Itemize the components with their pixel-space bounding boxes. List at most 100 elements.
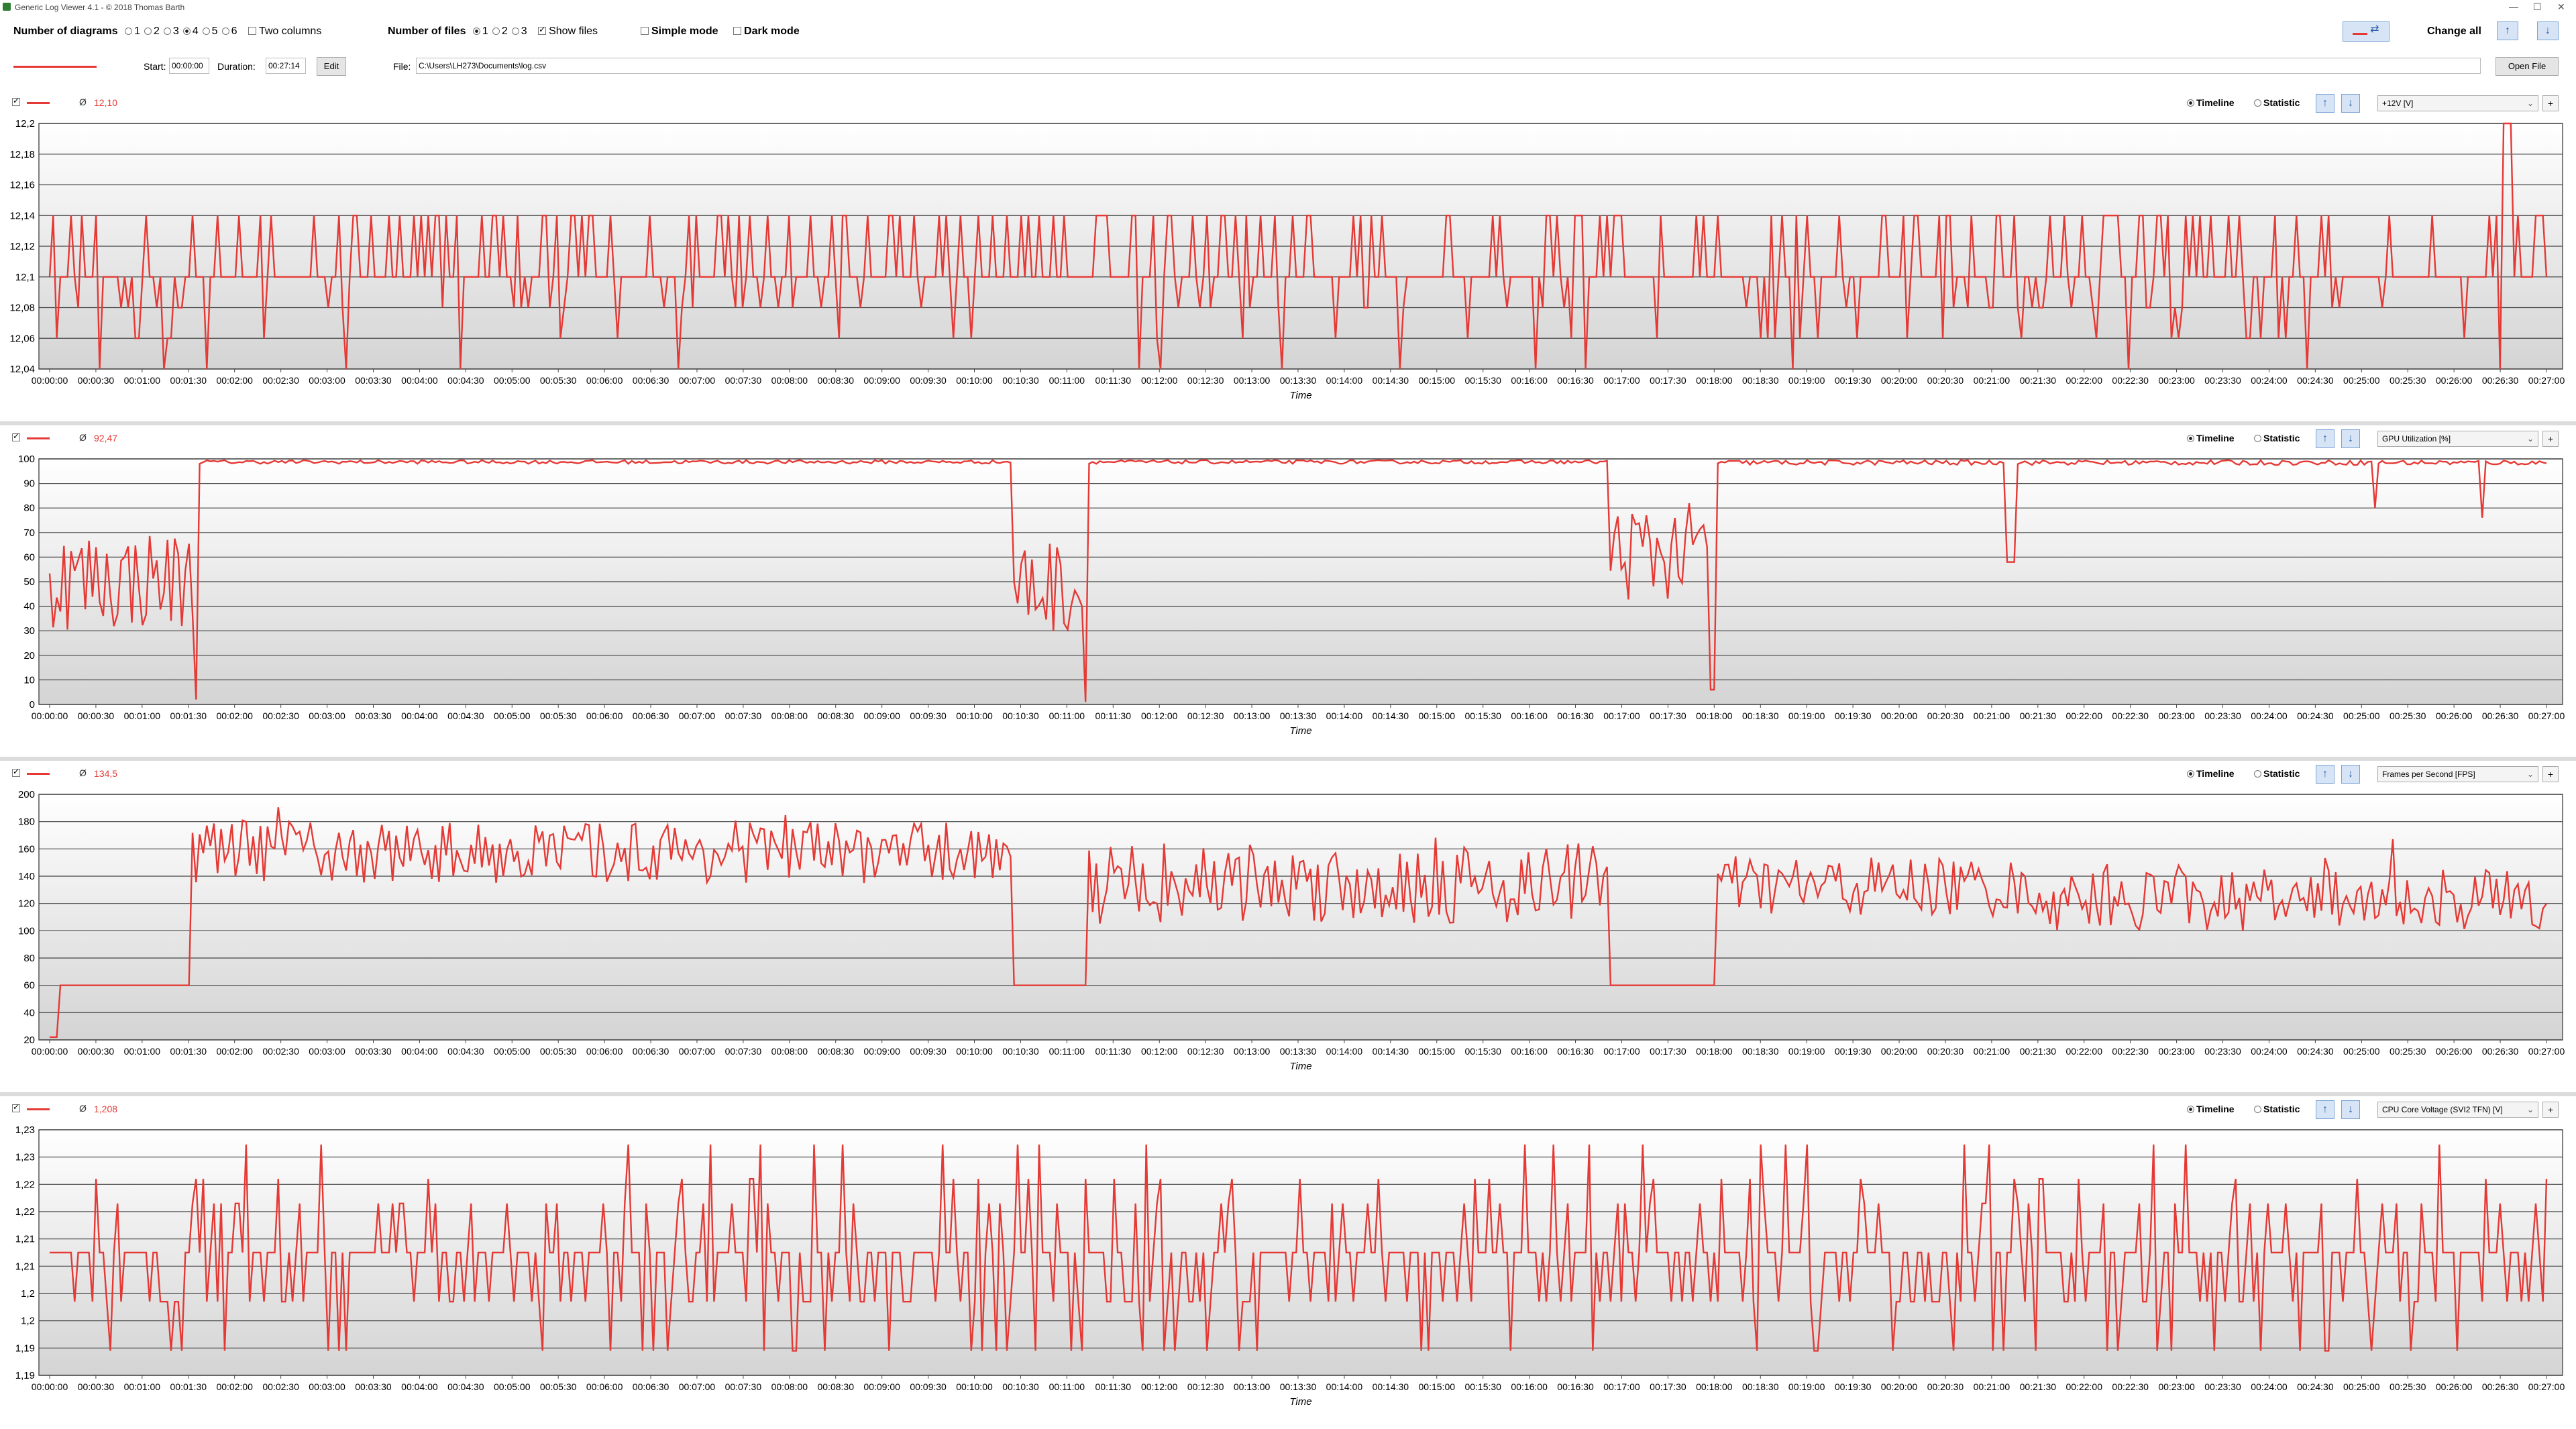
dark-mode-checkbox[interactable]: [733, 27, 742, 35]
x-tick-label: 00:06:00: [586, 1046, 623, 1057]
x-tick-label: 00:04:00: [401, 375, 438, 386]
files-radio-1[interactable]: [472, 28, 480, 35]
x-tick-label: 00:07:30: [725, 1381, 762, 1392]
diagrams-radio-5[interactable]: [202, 28, 210, 35]
x-tick-label: 00:11:00: [1049, 375, 1085, 386]
x-tick-label: 00:10:30: [1002, 375, 1039, 386]
y-tick-label: 120: [18, 898, 35, 910]
files-radio-3[interactable]: [511, 28, 519, 35]
x-tick-label: 00:09:30: [910, 1046, 947, 1057]
diagrams-radio-3[interactable]: [163, 28, 171, 35]
panel-separator[interactable]: [0, 757, 2576, 761]
move-up-button[interactable]: ↑: [2316, 94, 2334, 113]
add-series-button[interactable]: +: [2542, 95, 2559, 111]
x-tick-label: 00:20:30: [1927, 710, 1964, 721]
file-path-input[interactable]: C:\Users\LH273\Documents\log.csv: [416, 58, 2481, 74]
arrow-up-icon: ↑: [2322, 97, 2328, 109]
chart-svg[interactable]: 1,231,231,221,221,211,211,21,21,191,1900…: [0, 1123, 2576, 1426]
x-tick-label: 00:24:00: [2251, 1046, 2288, 1057]
x-tick-label: 00:19:00: [1788, 375, 1825, 386]
sensor-select[interactable]: Frames per Second [FPS] ⌄: [2377, 766, 2538, 782]
diagrams-radio-6[interactable]: [221, 28, 229, 35]
duration-input[interactable]: 00:27:14: [266, 58, 306, 74]
x-tick-label: 00:03:30: [355, 710, 392, 721]
simple-mode-checkbox[interactable]: [641, 27, 649, 35]
x-tick-label: 00:13:00: [1234, 710, 1271, 721]
series-visible-checkbox[interactable]: [12, 767, 20, 777]
move-up-button[interactable]: ↑: [2316, 429, 2334, 448]
timeline-radio[interactable]: [2187, 99, 2194, 107]
edit-button[interactable]: Edit: [317, 57, 346, 76]
add-series-button[interactable]: +: [2542, 431, 2559, 447]
x-tick-label: 00:27:00: [2528, 710, 2565, 721]
x-tick-label: 00:10:30: [1002, 1381, 1039, 1392]
move-down-button[interactable]: ↓: [2341, 429, 2360, 448]
move-up-button[interactable]: ↑: [2316, 1100, 2334, 1119]
x-tick-label: 00:21:00: [1974, 1381, 2010, 1392]
sensor-select[interactable]: CPU Core Voltage (SVI2 TFN) [V] ⌄: [2377, 1102, 2538, 1118]
x-tick-label: 00:04:30: [447, 1381, 484, 1392]
x-tick-label: 00:03:30: [355, 1381, 392, 1392]
timeline-radio[interactable]: [2187, 435, 2194, 442]
average-value: 1,208: [94, 1104, 118, 1114]
two-columns-checkbox[interactable]: [248, 27, 256, 35]
x-tick-label: 00:01:00: [124, 1381, 161, 1392]
x-tick-label: 00:22:00: [2065, 710, 2102, 721]
panel-separator[interactable]: [0, 421, 2576, 425]
x-tick-label: 00:04:00: [401, 1381, 438, 1392]
sensor-select[interactable]: GPU Utilization [%] ⌄: [2377, 431, 2538, 447]
diagrams-radio-1[interactable]: [125, 28, 133, 35]
timeline-radio[interactable]: [2187, 1106, 2194, 1113]
y-tick-label: 1,22: [15, 1206, 35, 1218]
series-visible-checkbox[interactable]: [12, 431, 20, 441]
series-color-line[interactable]: [27, 1108, 50, 1110]
move-down-button[interactable]: ↓: [2341, 94, 2360, 113]
x-tick-label: 00:07:00: [679, 710, 716, 721]
statistic-radio[interactable]: [2254, 435, 2261, 442]
series-line: [50, 1144, 2548, 1352]
start-input[interactable]: 00:00:00: [169, 58, 209, 74]
x-tick-label: 00:03:00: [309, 1381, 345, 1392]
series-visible-checkbox[interactable]: [12, 96, 20, 106]
add-series-button[interactable]: +: [2542, 766, 2559, 782]
x-tick-label: 00:26:30: [2482, 710, 2519, 721]
chart-svg[interactable]: 12,2 12,18 12,16 12,14 12,12 12,1 12,08 12,06 12…: [0, 117, 2576, 420]
series-color-line[interactable]: [27, 773, 50, 775]
minimize-icon[interactable]: —: [2509, 1, 2518, 12]
show-files-checkbox[interactable]: [538, 25, 547, 35]
show-files-label: Show files: [549, 25, 598, 37]
x-tick-label: 00:05:00: [494, 710, 531, 721]
move-down-button[interactable]: ↓: [2341, 1100, 2360, 1119]
add-series-button[interactable]: +: [2542, 1102, 2559, 1118]
maximize-icon[interactable]: ☐: [2533, 1, 2542, 12]
move-up-button[interactable]: ↑: [2316, 765, 2334, 784]
x-tick-label: 00:09:00: [863, 1381, 900, 1392]
series-color-line[interactable]: [27, 437, 50, 439]
move-down-button[interactable]: ↓: [2341, 765, 2360, 784]
x-tick-label: 00:27:00: [2528, 375, 2565, 386]
files-radio-2[interactable]: [492, 28, 500, 35]
diagrams-radio-4[interactable]: [182, 28, 191, 35]
close-icon[interactable]: ✕: [2557, 1, 2565, 12]
series-visible-checkbox[interactable]: [12, 1102, 20, 1112]
x-tick-label: 00:14:30: [1373, 710, 1409, 721]
average-value: 92,47: [94, 433, 118, 443]
series-color-line[interactable]: [27, 102, 50, 104]
color-refresh-button[interactable]: ⇄: [2343, 21, 2390, 42]
move-down-all-button[interactable]: ↓: [2537, 21, 2559, 40]
statistic-radio[interactable]: [2254, 99, 2261, 107]
x-tick-label: 00:08:30: [817, 1046, 854, 1057]
x-tick-label: 00:11:00: [1049, 1381, 1085, 1392]
statistic-radio[interactable]: [2254, 1106, 2261, 1113]
panel-separator[interactable]: [0, 1092, 2576, 1096]
open-file-button[interactable]: Open File: [2496, 57, 2559, 76]
timeline-radio[interactable]: [2187, 770, 2194, 778]
statistic-radio[interactable]: [2254, 770, 2261, 778]
arrow-down-icon: ↓: [2348, 1104, 2353, 1115]
move-up-all-button[interactable]: ↑: [2497, 21, 2518, 40]
file-color-line[interactable]: [13, 66, 97, 68]
diagrams-radio-2[interactable]: [144, 28, 152, 35]
sensor-select[interactable]: +12V [V] ⌄: [2377, 95, 2538, 111]
